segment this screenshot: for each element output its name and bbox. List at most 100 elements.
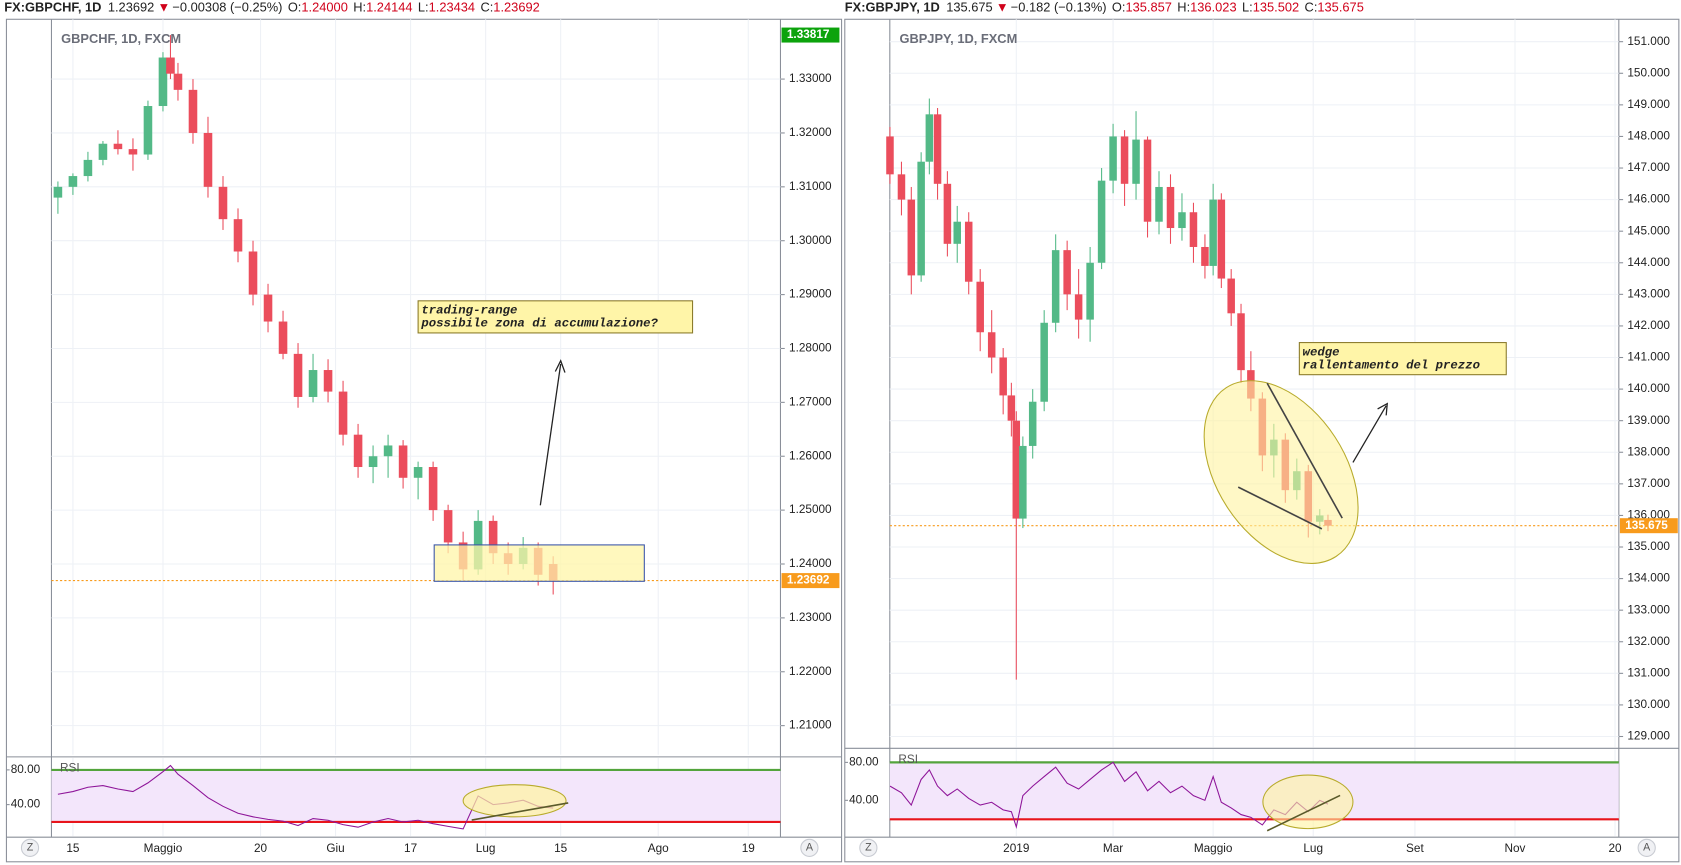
candle-body: [368, 456, 378, 468]
candle-body: [1155, 186, 1163, 222]
header: FX:GBPJPY, 1D 135.675 ▼ −0.182 (−0.13%) O:13…: [845, 0, 1364, 15]
wedge-line: [1266, 382, 1343, 519]
ohlc-label: L:: [418, 0, 429, 15]
y-tick-label: 149.000: [1627, 98, 1670, 111]
symbol: FX:GBPJPY, 1D: [845, 0, 940, 15]
scale-button[interactable]: [859, 838, 878, 857]
note-text: wedge: [1303, 345, 1340, 359]
arrow: [539, 363, 562, 506]
candle-body: [987, 332, 996, 358]
annotations: [433, 359, 1389, 832]
y-tick-label: 1.31000: [789, 180, 832, 193]
candle-body: [218, 186, 228, 220]
scale-button[interactable]: [20, 838, 40, 857]
candle-body: [964, 221, 973, 282]
x-tick-label: 15: [66, 842, 80, 855]
candle-body: [173, 73, 183, 90]
x-tick-label: 19: [742, 842, 755, 855]
scale-button[interactable]: [800, 838, 819, 857]
y-tick-label: 140.000: [1627, 382, 1670, 395]
scale-button-label: Z: [865, 842, 872, 854]
y-tick-label: 1.22000: [789, 665, 832, 678]
rsi-line: [889, 761, 1329, 829]
rsi-name: RSI: [898, 753, 918, 766]
ohlc-label: C:: [1305, 0, 1318, 15]
candle-body: [233, 219, 243, 252]
direction: ▼: [996, 0, 1009, 15]
candle-body: [1097, 180, 1106, 263]
ohlc-label: L:: [1242, 0, 1253, 15]
ohlc-label: O:: [288, 0, 302, 15]
y-tick-label: 1.28000: [789, 342, 832, 355]
candle-body: [886, 136, 894, 175]
candle-body: [188, 89, 198, 133]
candle-body: [98, 143, 108, 160]
note-box: [1298, 342, 1507, 376]
y-tick-label: 144.000: [1627, 256, 1670, 269]
x-tick-label: 2019: [1003, 842, 1029, 855]
y-tick-label: 151.000: [1627, 35, 1670, 48]
x-tick-label: Maggio: [144, 842, 183, 855]
y-tick-label: 146.000: [1627, 193, 1670, 206]
price: 1.23692: [108, 0, 154, 15]
y-tick-label: 145.000: [1627, 224, 1670, 237]
last-price-tag: [1619, 518, 1678, 534]
candle-body: [907, 199, 916, 276]
candle-body: [1132, 139, 1140, 184]
y-tick-label: 129.000: [1627, 730, 1670, 743]
panel-frame: [5, 18, 843, 863]
y-tick-label: 132.000: [1627, 635, 1670, 648]
candle-body: [1201, 246, 1209, 266]
price: 135.675: [946, 0, 992, 15]
candle-body: [383, 445, 393, 457]
y-tick-label: 133.000: [1627, 603, 1670, 616]
y-tick-label: 1.32000: [789, 126, 832, 139]
candle-body: [1227, 278, 1235, 314]
candle-body: [953, 221, 961, 244]
rsi-ellipse: [1262, 774, 1354, 830]
scale-button[interactable]: [1637, 838, 1656, 857]
high-tag: [781, 27, 840, 43]
candle-body: [203, 132, 213, 187]
rsi-name: RSI: [60, 762, 80, 775]
x-tick-label: Maggio: [1194, 842, 1233, 855]
candle-body: [1019, 445, 1027, 519]
candle-body: [143, 106, 153, 155]
candle-body: [293, 353, 303, 397]
change: −0.00308 (−0.25%): [172, 0, 282, 15]
range-box: [433, 544, 645, 582]
candle-body: [1166, 186, 1175, 229]
x-tick-label: 17: [404, 842, 417, 855]
candle-body: [933, 114, 942, 184]
candle-body: [917, 161, 925, 276]
candle-body: [166, 57, 175, 74]
y-tick-label: 130.000: [1627, 698, 1670, 711]
y-tick-label: 147.000: [1627, 161, 1670, 174]
y-tick-label: 142.000: [1627, 319, 1670, 332]
candle-body: [1217, 199, 1226, 279]
candle-body: [897, 174, 906, 200]
y-tick-label: 131.000: [1627, 666, 1670, 679]
direction: ▼: [158, 0, 171, 15]
scale-button-label: A: [806, 842, 814, 854]
x-tick-label: Lug: [1303, 842, 1323, 855]
high-label: 1.33817: [787, 28, 830, 41]
candle-body: [1028, 401, 1037, 446]
x-tick-label: Giu: [326, 842, 344, 855]
candle-body: [488, 520, 498, 554]
ohlc-value: 135.502: [1253, 0, 1299, 15]
candle-body: [413, 467, 423, 478]
ohlc-value: 1.23434: [429, 0, 475, 15]
ohlc-value: 136.023: [1190, 0, 1236, 15]
rsi-y-tick-label: 80.00: [11, 763, 41, 776]
scale-button-label: Z: [27, 842, 34, 854]
candle-body: [1120, 136, 1129, 184]
last-price-label: 1.23692: [787, 574, 830, 587]
x-tick-label: Nov: [1505, 842, 1526, 855]
candle-body: [308, 370, 318, 397]
y-tick-label: 135.000: [1627, 540, 1670, 553]
y-tick-label: 148.000: [1627, 130, 1670, 143]
watermark: GBPJPY, 1D, FXCM: [899, 31, 1017, 46]
y-tick-label: 139.000: [1627, 414, 1670, 427]
